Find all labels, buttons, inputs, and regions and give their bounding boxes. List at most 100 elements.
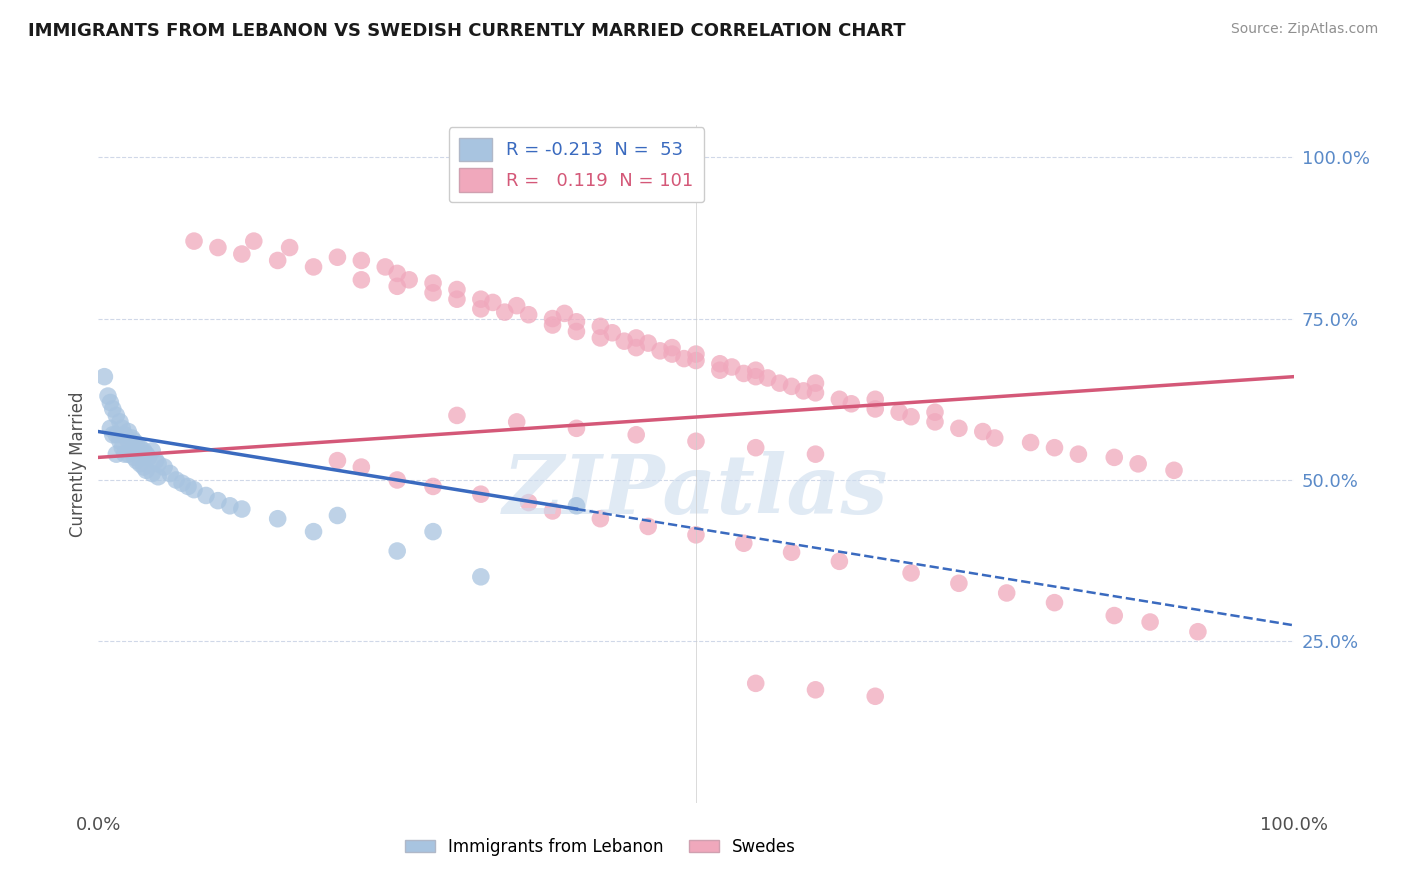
- Point: [948, 421, 970, 435]
- Point: [863, 392, 887, 407]
- Point: [350, 460, 373, 475]
- Point: [267, 253, 290, 268]
- Point: [541, 504, 564, 518]
- Point: [626, 331, 648, 345]
- Point: [768, 376, 790, 391]
- Point: [470, 487, 492, 501]
- Point: [828, 554, 851, 568]
- Point: [194, 488, 218, 502]
- Point: [101, 427, 124, 442]
- Point: [506, 415, 529, 429]
- Point: [422, 524, 444, 539]
- Point: [132, 460, 155, 475]
- Point: [219, 499, 242, 513]
- Point: [494, 305, 516, 319]
- Point: [326, 250, 349, 264]
- Point: [129, 441, 152, 455]
- Point: [554, 306, 576, 320]
- Point: [589, 319, 612, 334]
- Point: [613, 334, 636, 348]
- Point: [804, 376, 827, 391]
- Point: [243, 234, 266, 248]
- Point: [685, 528, 707, 542]
- Point: [114, 427, 136, 442]
- Text: ZIPatlas: ZIPatlas: [503, 451, 889, 531]
- Point: [685, 353, 707, 368]
- Point: [602, 326, 624, 340]
- Point: [374, 260, 396, 274]
- Point: [446, 409, 468, 423]
- Point: [1163, 463, 1185, 477]
- Point: [924, 405, 946, 419]
- Point: [135, 447, 157, 461]
- Point: [105, 427, 128, 442]
- Point: [422, 479, 444, 493]
- Point: [132, 444, 155, 458]
- Point: [105, 447, 128, 461]
- Point: [661, 341, 683, 355]
- Point: [207, 493, 229, 508]
- Point: [626, 341, 648, 355]
- Point: [673, 351, 696, 366]
- Point: [780, 545, 803, 559]
- Point: [121, 431, 143, 445]
- Point: [124, 434, 146, 449]
- Point: [828, 392, 851, 407]
- Point: [398, 273, 420, 287]
- Point: [267, 512, 290, 526]
- Point: [117, 425, 139, 439]
- Legend: Immigrants from Lebanon, Swedes: Immigrants from Lebanon, Swedes: [398, 831, 803, 863]
- Point: [745, 676, 768, 690]
- Point: [207, 241, 229, 255]
- Point: [165, 473, 187, 487]
- Point: [326, 453, 349, 467]
- Point: [125, 437, 148, 451]
- Point: [231, 502, 253, 516]
- Point: [117, 434, 139, 449]
- Point: [385, 473, 409, 487]
- Point: [709, 363, 731, 377]
- Point: [350, 273, 373, 287]
- Point: [1102, 450, 1125, 465]
- Point: [733, 536, 755, 550]
- Point: [470, 292, 492, 306]
- Point: [153, 460, 176, 475]
- Point: [517, 495, 540, 509]
- Point: [159, 467, 181, 481]
- Point: [129, 457, 152, 471]
- Point: [148, 457, 170, 471]
- Point: [177, 479, 200, 493]
- Point: [145, 453, 167, 467]
- Point: [541, 311, 564, 326]
- Point: [1187, 624, 1209, 639]
- Point: [385, 266, 409, 280]
- Point: [470, 301, 492, 316]
- Point: [637, 336, 659, 351]
- Point: [1043, 596, 1066, 610]
- Point: [1019, 435, 1042, 450]
- Point: [637, 519, 659, 533]
- Point: [924, 415, 946, 429]
- Point: [565, 325, 588, 339]
- Text: Source: ZipAtlas.com: Source: ZipAtlas.com: [1230, 22, 1378, 37]
- Point: [101, 401, 124, 416]
- Point: [541, 318, 564, 332]
- Point: [863, 401, 887, 416]
- Point: [114, 447, 136, 461]
- Point: [231, 247, 253, 261]
- Point: [125, 453, 148, 467]
- Point: [780, 379, 803, 393]
- Point: [121, 444, 143, 458]
- Point: [889, 405, 911, 419]
- Point: [385, 279, 409, 293]
- Point: [793, 384, 815, 398]
- Point: [326, 508, 349, 523]
- Point: [135, 463, 157, 477]
- Point: [422, 285, 444, 300]
- Point: [141, 444, 163, 458]
- Point: [302, 260, 325, 274]
- Text: IMMIGRANTS FROM LEBANON VS SWEDISH CURRENTLY MARRIED CORRELATION CHART: IMMIGRANTS FROM LEBANON VS SWEDISH CURRE…: [28, 22, 905, 40]
- Point: [93, 369, 115, 384]
- Point: [841, 397, 863, 411]
- Point: [685, 347, 707, 361]
